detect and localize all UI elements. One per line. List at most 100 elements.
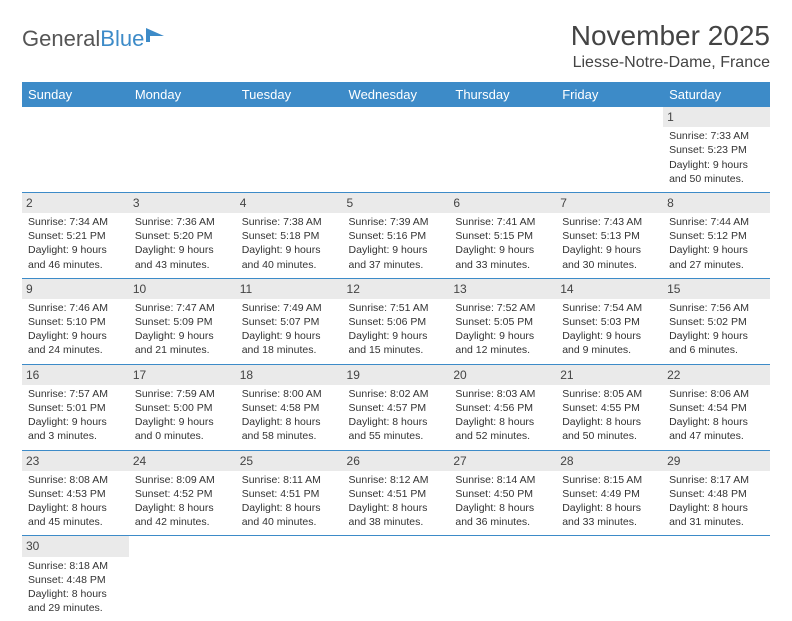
sunrise-line: Sunrise: 8:05 AM — [562, 387, 657, 401]
sunrise-line: Sunrise: 7:49 AM — [242, 301, 337, 315]
calendar-cell: 3Sunrise: 7:36 AMSunset: 5:20 PMDaylight… — [129, 192, 236, 278]
day-number: 22 — [663, 365, 770, 385]
calendar-cell — [236, 536, 343, 621]
sunset-line: Sunset: 4:48 PM — [669, 487, 764, 501]
sunset-line: Sunset: 4:55 PM — [562, 401, 657, 415]
daylight-line: Daylight: 8 hours and 33 minutes. — [562, 501, 657, 529]
calendar-cell: 7Sunrise: 7:43 AMSunset: 5:13 PMDaylight… — [556, 192, 663, 278]
daylight-line: Daylight: 9 hours and 30 minutes. — [562, 243, 657, 271]
calendar-table: SundayMondayTuesdayWednesdayThursdayFrid… — [22, 82, 770, 621]
sunset-line: Sunset: 4:57 PM — [349, 401, 444, 415]
sunset-line: Sunset: 5:18 PM — [242, 229, 337, 243]
sunrise-line: Sunrise: 7:44 AM — [669, 215, 764, 229]
calendar-row: 9Sunrise: 7:46 AMSunset: 5:10 PMDaylight… — [22, 278, 770, 364]
day-number: 21 — [556, 365, 663, 385]
day-number: 16 — [22, 365, 129, 385]
calendar-cell: 19Sunrise: 8:02 AMSunset: 4:57 PMDayligh… — [343, 364, 450, 450]
weekday-header: Sunday — [22, 82, 129, 107]
calendar-cell — [449, 107, 556, 192]
calendar-cell: 17Sunrise: 7:59 AMSunset: 5:00 PMDayligh… — [129, 364, 236, 450]
daylight-line: Daylight: 9 hours and 24 minutes. — [28, 329, 123, 357]
day-number: 28 — [556, 451, 663, 471]
sunrise-line: Sunrise: 8:08 AM — [28, 473, 123, 487]
sunrise-line: Sunrise: 7:34 AM — [28, 215, 123, 229]
calendar-cell: 22 Sunrise: 8:06 AMSunset: 4:54 PMDayligh… — [663, 364, 770, 450]
calendar-cell: 9Sunrise: 7:46 AMSunset: 5:10 PMDaylight… — [22, 278, 129, 364]
day-number: 24 — [129, 451, 236, 471]
calendar-cell — [556, 536, 663, 621]
daylight-line: Daylight: 9 hours and 3 minutes. — [28, 415, 123, 443]
daylight-line: Daylight: 8 hours and 38 minutes. — [349, 501, 444, 529]
sunrise-line: Sunrise: 8:12 AM — [349, 473, 444, 487]
daylight-line: Daylight: 9 hours and 15 minutes. — [349, 329, 444, 357]
calendar-cell: 5Sunrise: 7:39 AMSunset: 5:16 PMDaylight… — [343, 192, 450, 278]
sunset-line: Sunset: 5:09 PM — [135, 315, 230, 329]
sunrise-line: Sunrise: 7:36 AM — [135, 215, 230, 229]
sunrise-line: Sunrise: 8:00 AM — [242, 387, 337, 401]
day-number: 29 — [663, 451, 770, 471]
day-number: 9 — [22, 279, 129, 299]
calendar-cell: 4Sunrise: 7:38 AMSunset: 5:18 PMDaylight… — [236, 192, 343, 278]
title-block: November 2025 Liesse-Notre-Dame, France — [571, 20, 770, 72]
daylight-line: Daylight: 9 hours and 6 minutes. — [669, 329, 764, 357]
sunset-line: Sunset: 4:58 PM — [242, 401, 337, 415]
calendar-cell — [236, 107, 343, 192]
day-number: 11 — [236, 279, 343, 299]
location: Liesse-Notre-Dame, France — [571, 54, 770, 72]
sunrise-line: Sunrise: 7:57 AM — [28, 387, 123, 401]
weekday-header: Saturday — [663, 82, 770, 107]
day-number: 20 — [449, 365, 556, 385]
weekday-row: SundayMondayTuesdayWednesdayThursdayFrid… — [22, 82, 770, 107]
day-number: 14 — [556, 279, 663, 299]
sunrise-line: Sunrise: 8:02 AM — [349, 387, 444, 401]
calendar-cell — [449, 536, 556, 621]
sunrise-line: Sunrise: 8:09 AM — [135, 473, 230, 487]
sunrise-line: Sunrise: 8:03 AM — [455, 387, 550, 401]
daylight-line: Daylight: 8 hours and 31 minutes. — [669, 501, 764, 529]
day-number: 4 — [236, 193, 343, 213]
calendar-cell — [22, 107, 129, 192]
calendar-cell: 30Sunrise: 8:18 AMSunset: 4:48 PMDayligh… — [22, 536, 129, 621]
daylight-line: Daylight: 9 hours and 18 minutes. — [242, 329, 337, 357]
calendar-cell: 21 Sunrise: 8:05 AMSunset: 4:55 PMDayligh… — [556, 364, 663, 450]
sunset-line: Sunset: 4:56 PM — [455, 401, 550, 415]
calendar-cell — [129, 107, 236, 192]
sunrise-line: Sunrise: 8:11 AM — [242, 473, 337, 487]
daylight-line: Daylight: 9 hours and 43 minutes. — [135, 243, 230, 271]
calendar-cell: 28Sunrise: 8:15 AMSunset: 4:49 PMDayligh… — [556, 450, 663, 536]
logo-text-2: Blue — [100, 26, 144, 52]
calendar-cell: 1Sunrise: 7:33 AMSunset: 5:23 PMDaylight… — [663, 107, 770, 192]
sunrise-line: Sunrise: 7:51 AM — [349, 301, 444, 315]
sunset-line: Sunset: 5:07 PM — [242, 315, 337, 329]
daylight-line: Daylight: 9 hours and 9 minutes. — [562, 329, 657, 357]
daylight-line: Daylight: 8 hours and 50 minutes. — [562, 415, 657, 443]
calendar-cell — [556, 107, 663, 192]
calendar-cell: 24Sunrise: 8:09 AMSunset: 4:52 PMDayligh… — [129, 450, 236, 536]
sunset-line: Sunset: 5:02 PM — [669, 315, 764, 329]
sunrise-line: Sunrise: 8:14 AM — [455, 473, 550, 487]
daylight-line: Daylight: 8 hours and 42 minutes. — [135, 501, 230, 529]
sunset-line: Sunset: 5:23 PM — [669, 143, 764, 157]
daylight-line: Daylight: 8 hours and 36 minutes. — [455, 501, 550, 529]
calendar-cell: 14Sunrise: 7:54 AMSunset: 5:03 PMDayligh… — [556, 278, 663, 364]
sunrise-line: Sunrise: 8:06 AM — [669, 387, 764, 401]
daylight-line: Daylight: 8 hours and 40 minutes. — [242, 501, 337, 529]
calendar-cell — [663, 536, 770, 621]
sunset-line: Sunset: 4:51 PM — [349, 487, 444, 501]
day-number: 19 — [343, 365, 450, 385]
daylight-line: Daylight: 8 hours and 52 minutes. — [455, 415, 550, 443]
daylight-line: Daylight: 8 hours and 47 minutes. — [669, 415, 764, 443]
calendar-row: 1Sunrise: 7:33 AMSunset: 5:23 PMDaylight… — [22, 107, 770, 192]
sunset-line: Sunset: 4:48 PM — [28, 573, 123, 587]
weekday-header: Wednesday — [343, 82, 450, 107]
day-number: 25 — [236, 451, 343, 471]
sunrise-line: Sunrise: 8:15 AM — [562, 473, 657, 487]
sunset-line: Sunset: 5:00 PM — [135, 401, 230, 415]
calendar-cell: 20 Sunrise: 8:03 AMSunset: 4:56 PMDayligh… — [449, 364, 556, 450]
calendar-cell: 13Sunrise: 7:52 AMSunset: 5:05 PMDayligh… — [449, 278, 556, 364]
sunset-line: Sunset: 4:51 PM — [242, 487, 337, 501]
daylight-line: Daylight: 9 hours and 12 minutes. — [455, 329, 550, 357]
sunset-line: Sunset: 4:54 PM — [669, 401, 764, 415]
calendar-cell: 8Sunrise: 7:44 AMSunset: 5:12 PMDaylight… — [663, 192, 770, 278]
calendar-cell: 10Sunrise: 7:47 AMSunset: 5:09 PMDayligh… — [129, 278, 236, 364]
